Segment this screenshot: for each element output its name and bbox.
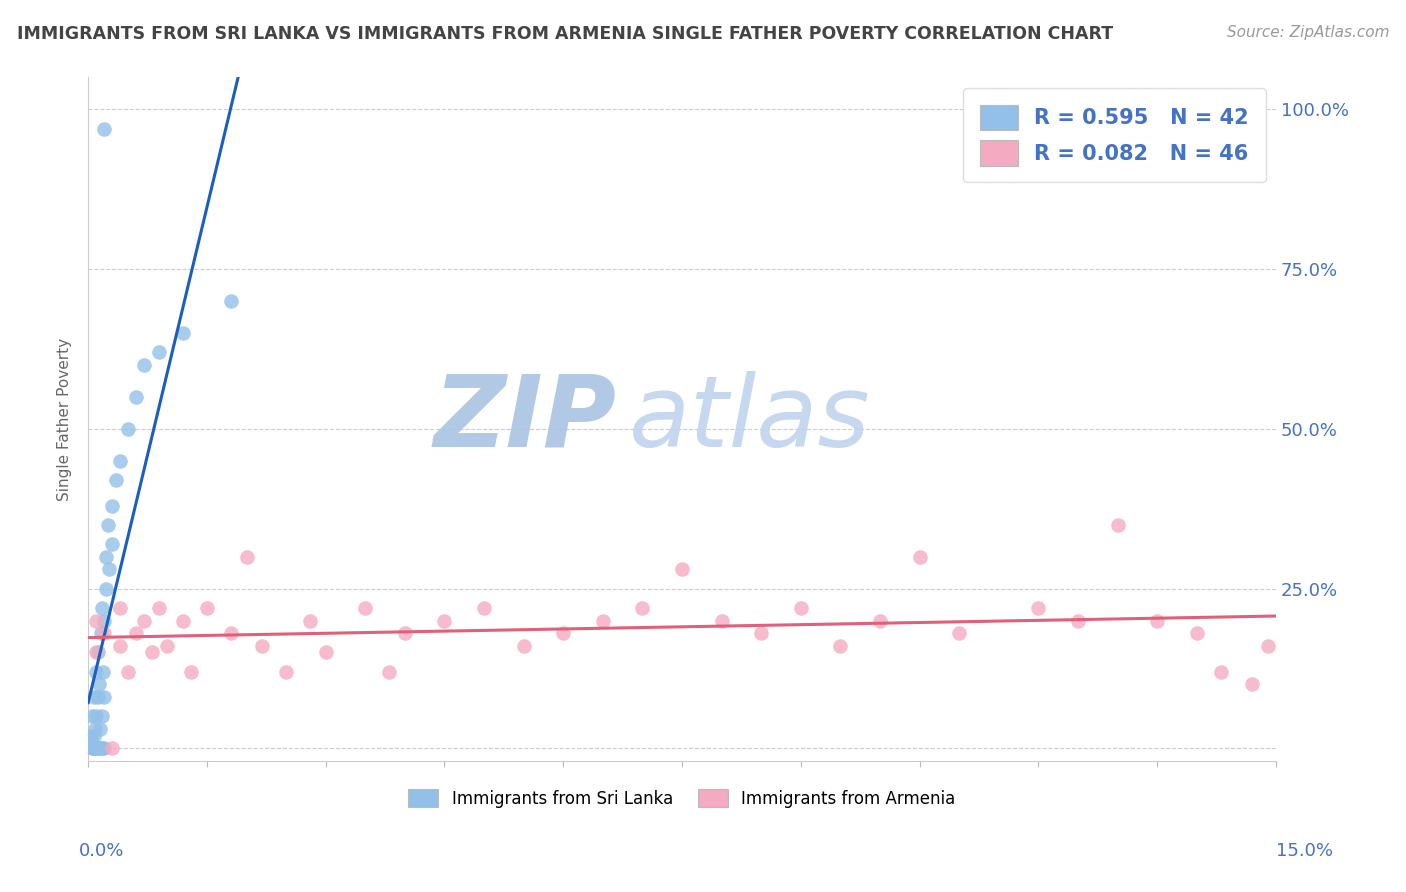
Point	[1257, 639, 1279, 653]
Text: ZIP: ZIP	[433, 371, 617, 467]
Point	[93, 614, 115, 628]
Point	[93, 626, 115, 640]
Point	[1146, 614, 1168, 628]
Point	[82, 741, 104, 756]
Point	[394, 626, 416, 640]
Point	[91, 600, 114, 615]
Text: atlas: atlas	[628, 371, 870, 467]
Legend: Immigrants from Sri Lanka, Immigrants from Armenia: Immigrants from Sri Lanka, Immigrants fr…	[402, 782, 962, 814]
Point	[90, 626, 112, 640]
Point	[1107, 517, 1129, 532]
Point	[156, 639, 179, 653]
Point	[274, 665, 297, 679]
Point	[84, 614, 107, 628]
Point	[592, 614, 614, 628]
Point	[108, 639, 131, 653]
Point	[82, 709, 104, 723]
Point	[94, 582, 117, 596]
Point	[89, 722, 111, 736]
Point	[91, 665, 114, 679]
Point	[1209, 665, 1232, 679]
Point	[948, 626, 970, 640]
Point	[378, 665, 401, 679]
Point	[108, 454, 131, 468]
Point	[90, 741, 112, 756]
Point	[84, 722, 107, 736]
Point	[124, 390, 146, 404]
Point	[96, 549, 118, 564]
Point	[132, 358, 155, 372]
Point	[97, 562, 120, 576]
Point	[869, 614, 891, 628]
Point	[93, 690, 115, 705]
Point	[132, 614, 155, 628]
Point	[89, 741, 111, 756]
Point	[86, 690, 108, 705]
Point	[148, 345, 170, 359]
Point	[84, 645, 107, 659]
Point	[553, 626, 575, 640]
Point	[219, 626, 242, 640]
Point	[93, 121, 115, 136]
Point	[631, 600, 654, 615]
Point	[84, 709, 107, 723]
Point	[101, 499, 124, 513]
Point	[97, 517, 120, 532]
Point	[671, 562, 693, 576]
Text: IMMIGRANTS FROM SRI LANKA VS IMMIGRANTS FROM ARMENIA SINGLE FATHER POVERTY CORRE: IMMIGRANTS FROM SRI LANKA VS IMMIGRANTS …	[17, 25, 1114, 43]
Point	[82, 741, 104, 756]
Point	[117, 422, 139, 436]
Point	[252, 639, 274, 653]
Point	[172, 326, 194, 340]
Point	[219, 294, 242, 309]
Point	[101, 741, 124, 756]
Point	[1241, 677, 1264, 691]
Text: 0.0%: 0.0%	[79, 842, 124, 860]
Point	[749, 626, 772, 640]
Point	[148, 600, 170, 615]
Point	[512, 639, 534, 653]
Point	[710, 614, 733, 628]
Text: Source: ZipAtlas.com: Source: ZipAtlas.com	[1226, 25, 1389, 40]
Point	[101, 537, 124, 551]
Point	[108, 600, 131, 615]
Point	[315, 645, 337, 659]
Point	[472, 600, 495, 615]
Point	[1067, 614, 1090, 628]
Point	[141, 645, 163, 659]
Point	[790, 600, 813, 615]
Point	[433, 614, 456, 628]
Point	[84, 741, 107, 756]
Point	[104, 473, 127, 487]
Point	[87, 741, 110, 756]
Y-axis label: Single Father Poverty: Single Father Poverty	[58, 338, 72, 500]
Point	[180, 665, 202, 679]
Point	[908, 549, 931, 564]
Point	[235, 549, 257, 564]
Point	[79, 729, 101, 743]
Point	[354, 600, 377, 615]
Point	[298, 614, 321, 628]
Point	[87, 645, 110, 659]
Point	[117, 665, 139, 679]
Point	[89, 677, 111, 691]
Point	[84, 665, 107, 679]
Point	[1185, 626, 1208, 640]
Point	[1028, 600, 1050, 615]
Point	[83, 690, 105, 705]
Point	[830, 639, 852, 653]
Point	[86, 741, 108, 756]
Text: 15.0%: 15.0%	[1277, 842, 1333, 860]
Point	[172, 614, 194, 628]
Point	[91, 709, 114, 723]
Point	[93, 741, 115, 756]
Point	[124, 626, 146, 640]
Point	[83, 741, 105, 756]
Point	[80, 735, 103, 749]
Point	[195, 600, 218, 615]
Point	[83, 729, 105, 743]
